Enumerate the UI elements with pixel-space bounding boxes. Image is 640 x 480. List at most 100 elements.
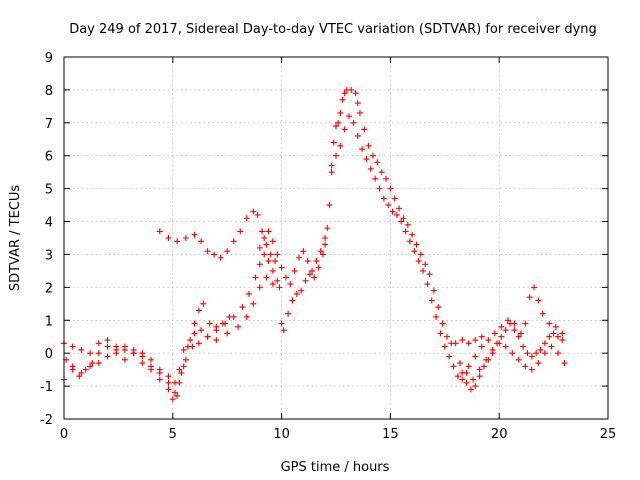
axis-ticks [63, 56, 609, 420]
data-point [550, 330, 557, 337]
data-point [278, 264, 285, 271]
data-point [156, 228, 163, 235]
data-point [472, 337, 479, 344]
data-point [372, 175, 379, 182]
data-point [326, 202, 333, 209]
data-point [400, 215, 407, 222]
data-point [348, 86, 355, 93]
data-point [280, 327, 287, 334]
data-point [426, 271, 433, 278]
data-point [187, 337, 194, 344]
data-point [454, 373, 461, 380]
data-point [165, 235, 172, 241]
data-point [237, 228, 244, 235]
data-point [402, 228, 409, 235]
data-point [554, 350, 561, 357]
data-point [463, 379, 470, 386]
data-point [489, 346, 496, 353]
data-point [459, 337, 466, 344]
data-point [441, 343, 448, 350]
data-point [480, 363, 487, 370]
data-point [317, 248, 324, 255]
data-point [176, 366, 183, 373]
data-point [537, 346, 544, 353]
data-point [526, 294, 533, 301]
data-point [539, 310, 546, 317]
data-point [176, 379, 183, 386]
data-point [250, 300, 257, 307]
data-point [502, 343, 509, 350]
data-point [272, 258, 279, 265]
data-point [554, 333, 561, 340]
y-tick-label: 1 [45, 314, 53, 329]
data-point [417, 251, 424, 258]
data-point [339, 96, 346, 103]
data-point [522, 320, 529, 327]
data-point [511, 320, 518, 327]
y-tick-label: 6 [45, 150, 53, 165]
data-point [263, 274, 270, 281]
data-point [385, 202, 392, 209]
y-tick-label: 4 [45, 216, 53, 231]
data-point [533, 350, 540, 357]
data-point [472, 383, 479, 390]
x-tick-label: 15 [382, 427, 399, 442]
data-point [496, 340, 503, 347]
data-point [78, 346, 85, 353]
data-point [333, 152, 339, 159]
y-tick-label: -2 [40, 413, 53, 428]
data-point [304, 258, 311, 265]
data-point [528, 366, 535, 373]
data-point [256, 261, 263, 268]
y-axis-label: SDTVAR / TECUs [8, 185, 23, 292]
data-point [478, 343, 485, 350]
x-tick-labels: 0 5 10 15 20 25 [60, 427, 616, 442]
data-point [352, 90, 359, 97]
x-tick-label: 0 [60, 427, 68, 442]
data-point [130, 346, 137, 353]
data-point [200, 300, 207, 307]
data-point [363, 156, 370, 163]
data-point [346, 113, 353, 120]
data-point [483, 356, 490, 363]
data-point [104, 337, 111, 344]
data-point [113, 350, 120, 357]
data-point [396, 205, 403, 212]
data-point [433, 313, 440, 320]
data-point [559, 330, 566, 337]
data-point [335, 119, 342, 126]
data-point [287, 281, 294, 288]
data-point [274, 251, 281, 258]
data-point [333, 123, 339, 130]
data-point [354, 132, 361, 139]
y-tick-label: 8 [45, 84, 53, 99]
data-point [435, 304, 442, 311]
data-point [89, 360, 96, 367]
data-point [274, 277, 281, 284]
data-point [354, 100, 361, 107]
data-point [446, 353, 453, 360]
data-point [470, 376, 477, 383]
data-point [476, 366, 483, 373]
data-point [552, 323, 559, 330]
data-point [467, 386, 474, 393]
data-point [265, 228, 272, 235]
data-point [269, 238, 276, 245]
x-tick-label: 25 [600, 427, 617, 442]
data-point [391, 195, 398, 202]
x-tick-label: 20 [491, 427, 508, 442]
data-point [148, 366, 155, 373]
data-point [528, 353, 535, 360]
data-point [509, 350, 516, 357]
data-point [69, 363, 76, 370]
data-point [256, 244, 263, 251]
data-point [285, 310, 292, 317]
data-point [289, 297, 296, 304]
data-point [198, 327, 205, 334]
data-point [413, 241, 420, 248]
y-tick-label: 3 [45, 248, 53, 263]
data-point [420, 267, 427, 274]
data-point [424, 281, 431, 288]
data-point [548, 343, 555, 350]
data-point [148, 356, 155, 363]
